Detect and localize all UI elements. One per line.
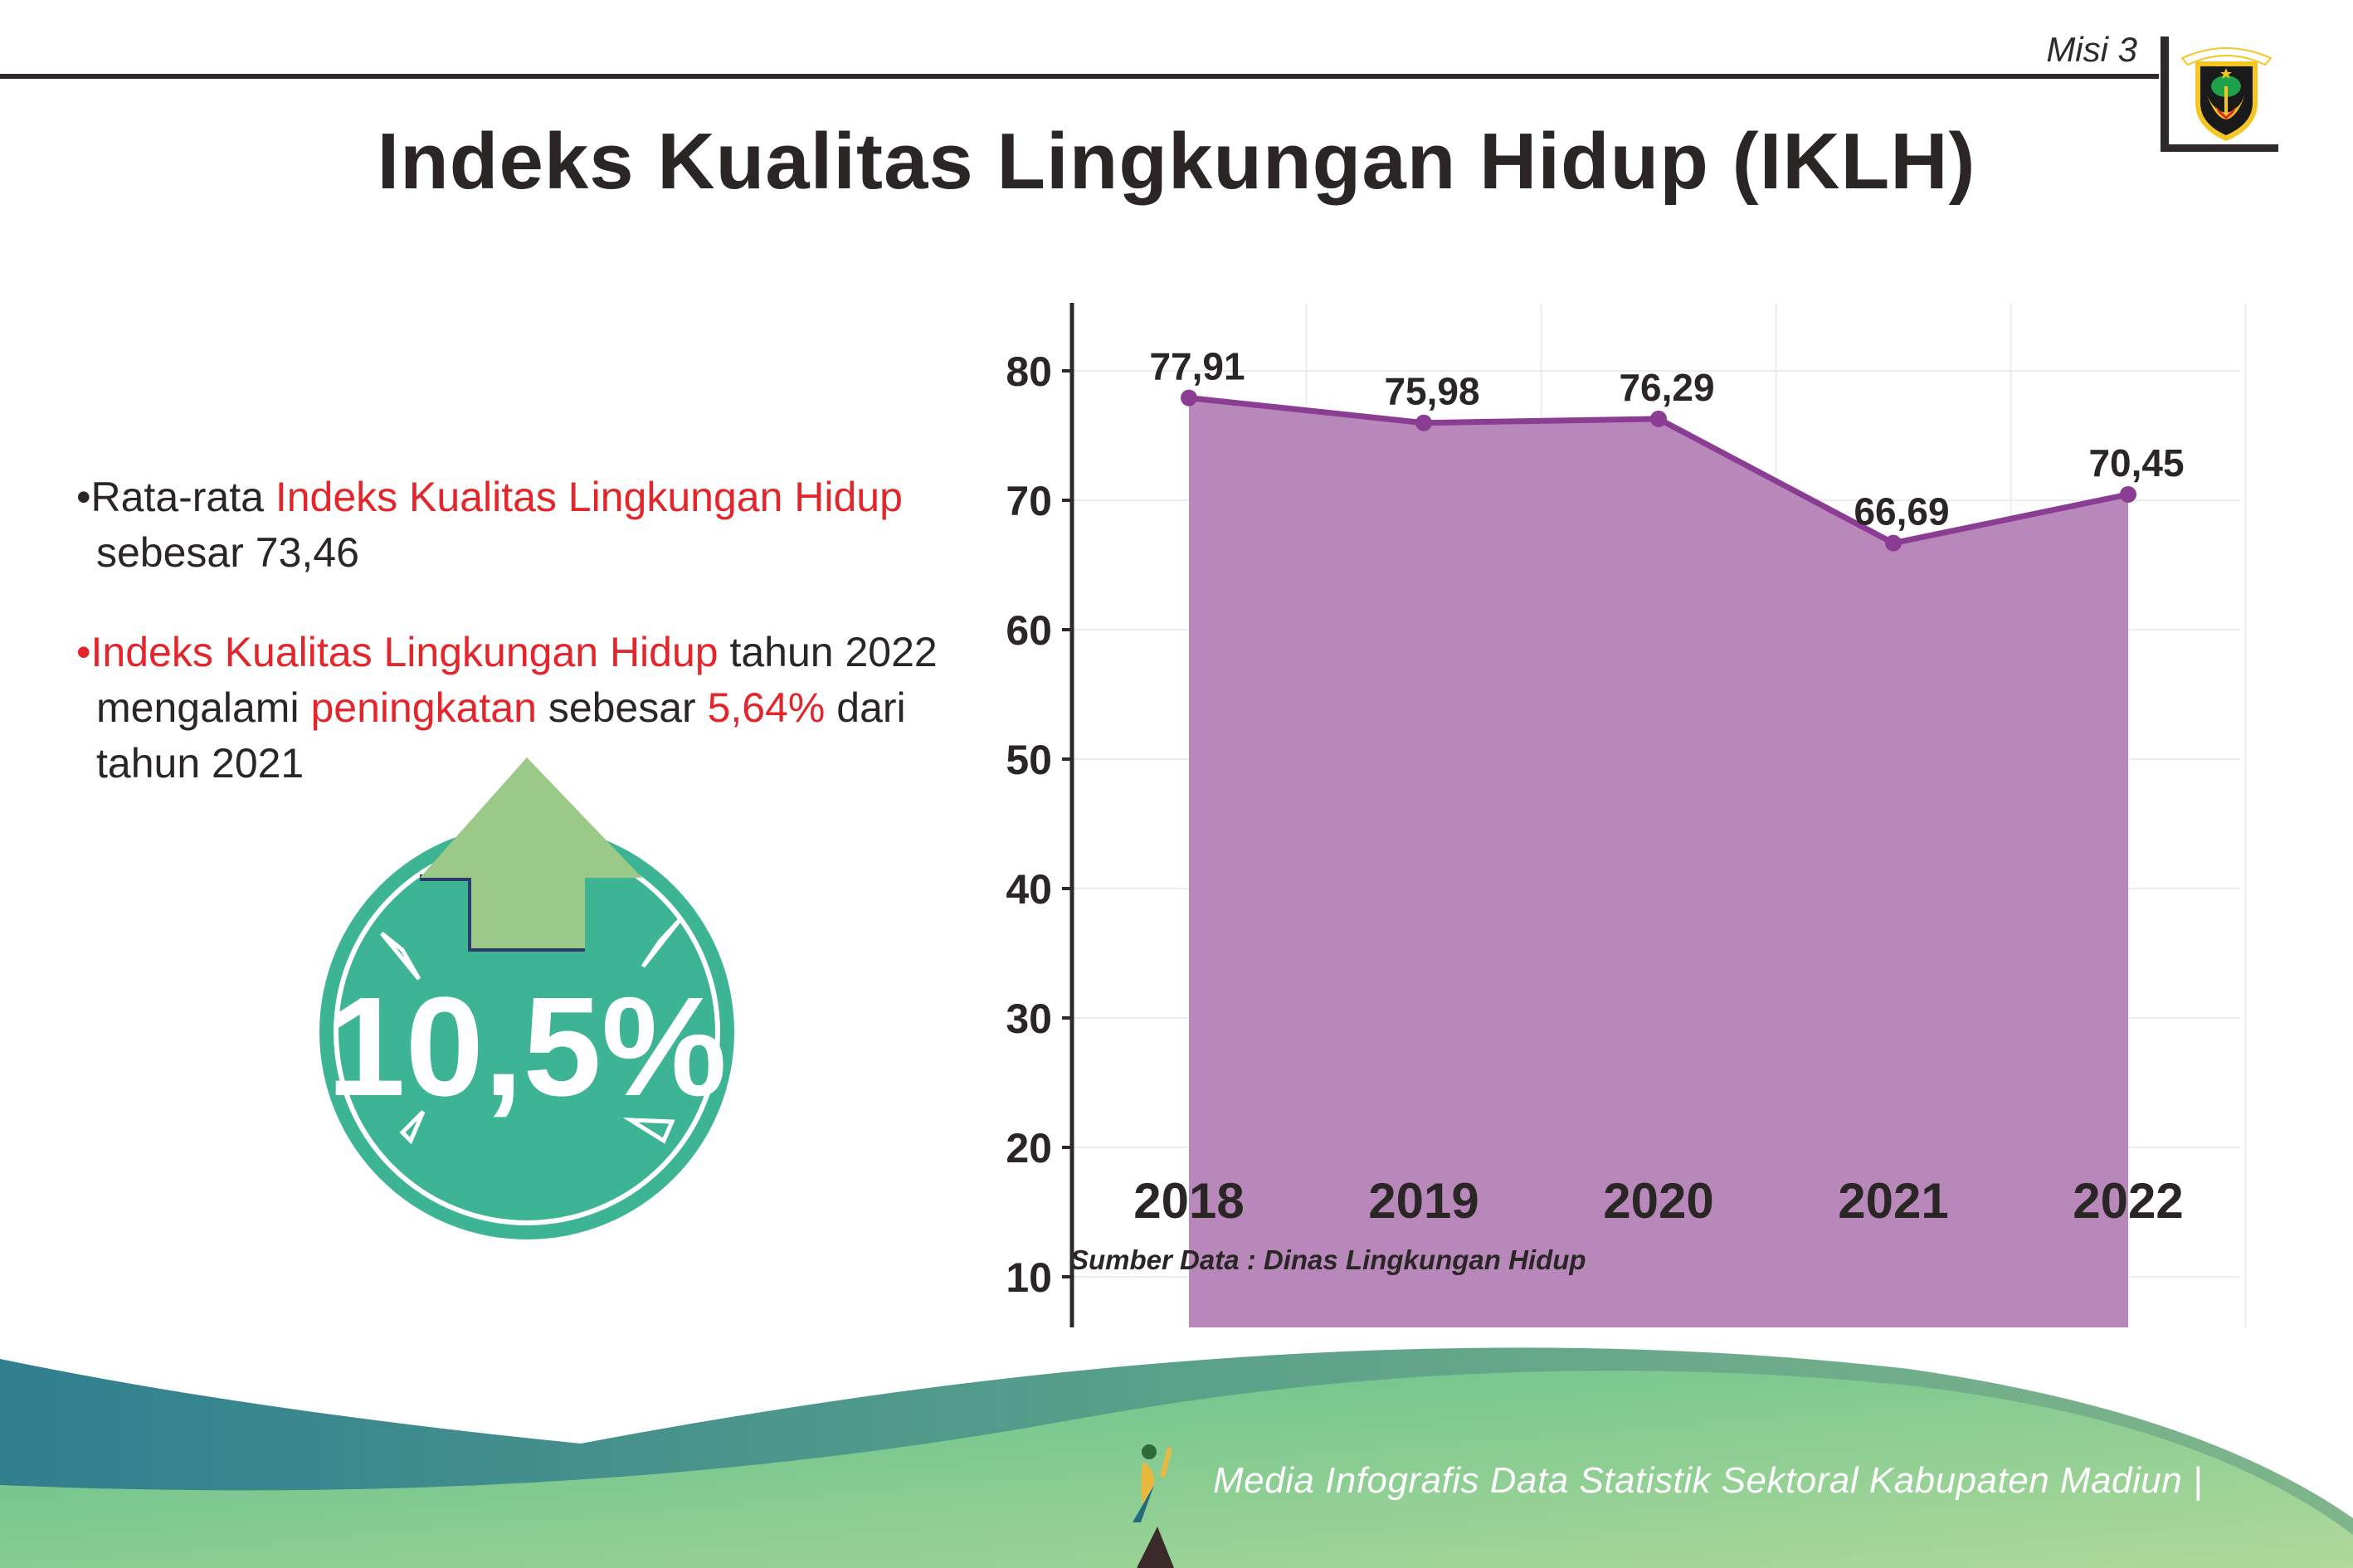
sparkle-triangles	[380, 918, 682, 1145]
x-tick-label: 2019	[1368, 1173, 1479, 1229]
summary-bullet-average: •Rata-rata Indeks Kualitas Lingkungan Hi…	[76, 470, 956, 581]
y-tick-label: 50	[1006, 737, 1052, 783]
arrow-up-icon	[420, 757, 642, 952]
bullet1-highlight: Indeks Kualitas Lingkungan Hidup	[275, 474, 903, 520]
x-tick-label: 2021	[1838, 1173, 1948, 1229]
bracket-vertical	[2161, 37, 2169, 151]
summary-bullet-increase: •Indeks Kualitas Lingkungan Hidup tahun …	[76, 625, 956, 791]
bullet2-text2: mengalami	[96, 684, 311, 731]
bullet2-highlight1: •Indeks Kualitas Lingkungan Hidup	[76, 629, 719, 675]
data-label: 76,29	[1619, 366, 1714, 409]
bullet2-text4: dari	[825, 684, 906, 731]
increase-badge: 10,5%	[319, 757, 734, 1239]
x-tick-label: 2022	[2073, 1173, 2183, 1229]
bracket-horizontal	[2161, 144, 2278, 152]
y-tick-label: 70	[1006, 478, 1052, 524]
badge-circle	[319, 825, 734, 1239]
bullet2-text3: sebesar	[536, 684, 708, 731]
iklh-area-chart: 01020304050607080 201877,91201975,982020…	[1006, 303, 2247, 1327]
data-point	[2120, 485, 2136, 503]
x-tick-label: 2020	[1603, 1173, 1713, 1229]
badge-value: 10,5%	[327, 968, 727, 1126]
misi-label: Misi 3	[2046, 30, 2137, 69]
bullet2-text1: tahun 2022	[718, 629, 938, 675]
y-tick-label: 30	[1006, 996, 1052, 1042]
data-point	[1650, 410, 1667, 427]
kabupaten-madiun-logo	[2180, 47, 2273, 141]
data-label: 75,98	[1384, 370, 1479, 413]
data-point	[1181, 389, 1197, 407]
bullet2-text5: tahun 2021	[96, 740, 304, 786]
page-title: Indeks Kualitas Lingkungan Hidup (IKLH)	[377, 117, 1976, 206]
area-fill	[1189, 397, 2128, 1327]
y-tick-label: 40	[1006, 866, 1052, 913]
y-tick-label: 60	[1006, 607, 1052, 654]
y-tick-label: 20	[1006, 1125, 1052, 1171]
y-tick-label: 10	[1006, 1254, 1052, 1301]
data-source: Sumber Data : Dinas Lingkungan Hidup	[1070, 1244, 1586, 1275]
bullet1-suffix: sebesar 73,46	[96, 529, 359, 576]
data-label: 70,45	[2088, 441, 2184, 485]
bullet1-prefix: •Rata-rata	[76, 474, 275, 520]
data-point	[1885, 534, 1902, 552]
madiun-figure-icon	[1133, 1444, 1174, 1568]
bullet2-highlight3: 5,64%	[707, 684, 826, 731]
footer-wave	[0, 1347, 2353, 1568]
data-label: 66,69	[1854, 490, 1949, 533]
header-divider	[0, 74, 2159, 79]
bullet2-highlight2: peningkatan	[310, 684, 537, 731]
data-label: 77,91	[1149, 345, 1245, 388]
x-tick-label: 2018	[1133, 1173, 1244, 1229]
footer-caption: Media Infografis Data Statistik Sektoral…	[1213, 1460, 2203, 1501]
y-tick-label: 80	[1006, 348, 1052, 395]
data-point	[1415, 414, 1432, 431]
